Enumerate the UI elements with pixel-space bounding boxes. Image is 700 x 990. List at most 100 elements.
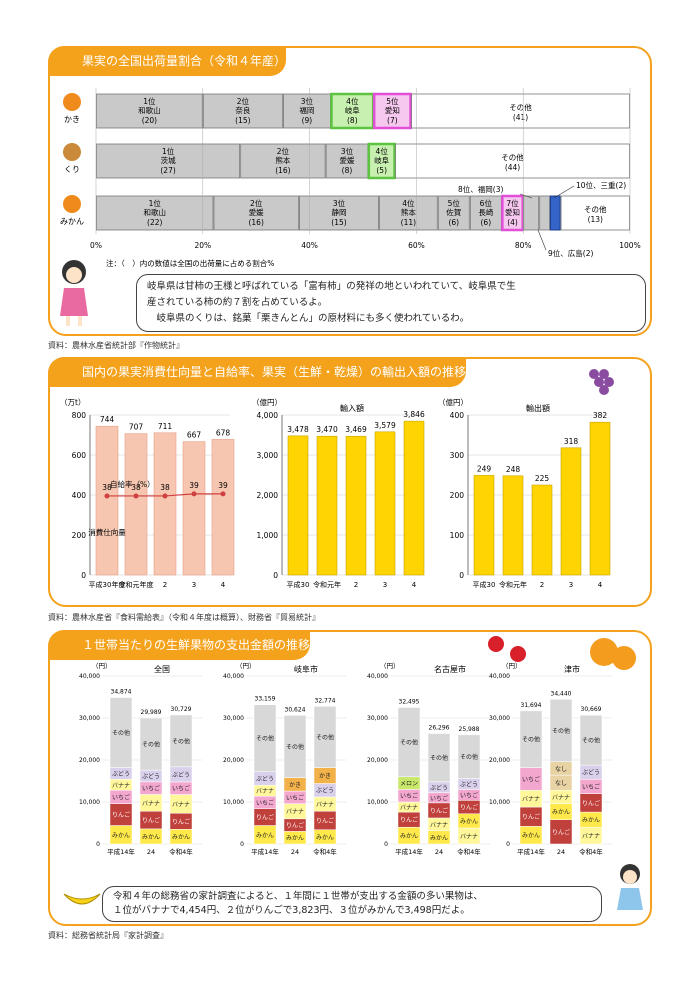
- segment-label: その他: [172, 737, 190, 745]
- segment-label: ぶどう: [256, 775, 274, 783]
- y-tick: 0: [273, 571, 278, 580]
- segment-label: その他: [112, 729, 130, 737]
- y-tick: 400: [450, 411, 465, 420]
- segment-label: なし: [555, 766, 567, 773]
- share-segment: [501, 194, 524, 232]
- x-tick: 平成30: [473, 580, 496, 589]
- segment-label: りんご: [400, 816, 418, 824]
- total-label: 26,296: [429, 725, 450, 732]
- segment-label: みかん: [286, 835, 304, 842]
- y-tick: 30,000: [489, 715, 510, 722]
- x-tick: 2: [540, 581, 544, 589]
- bar-value: 3,478: [287, 425, 309, 434]
- total-label: 30,669: [581, 706, 602, 713]
- trade-bar: [345, 435, 367, 576]
- segment-label: 長崎: [478, 207, 493, 217]
- bar-value: 667: [187, 431, 202, 440]
- stack-segment: [313, 706, 337, 768]
- bar-value: 225: [535, 474, 550, 483]
- segment-label: 4位: [376, 146, 389, 156]
- share-segment: [367, 142, 396, 180]
- household-spending-title: １世帯当たりの生鮮果物の支出金額の推移: [48, 630, 311, 660]
- segment-pct: (9): [302, 116, 313, 125]
- stack-segment: [109, 697, 133, 768]
- share-segment: [213, 195, 299, 231]
- callout-8th: 8位、福岡(3): [458, 184, 503, 194]
- segment-label: ぶどう: [172, 771, 190, 779]
- y-tick: 10,000: [489, 799, 510, 806]
- segment-label: その他: [256, 735, 274, 743]
- consumption-trade-panel: 国内の果実消費仕向量と自給率、果実（生鮮・乾燥）の輸出入額の推移 （万t） 0 20…: [48, 357, 652, 607]
- segment-label: りんご: [112, 811, 130, 819]
- household-spending-charts: 全国（円）010,00020,00030,00040,000みかんりんごいちごバ…: [79, 662, 612, 856]
- total-label: 34,874: [111, 689, 132, 696]
- segment-label: りんご: [460, 804, 478, 812]
- segment-label: みかん: [582, 817, 600, 824]
- segment-pct: (20): [142, 116, 157, 125]
- segment-label: いちご: [256, 799, 274, 807]
- segment-label: りんご: [172, 818, 190, 826]
- segment-label: バナナ: [256, 788, 274, 795]
- segment-label: 愛知: [385, 105, 400, 115]
- x-tick: 24: [291, 848, 299, 856]
- segment-label: 2位: [237, 96, 250, 106]
- share-segment: [395, 143, 630, 179]
- segment-label: りんご: [582, 799, 600, 807]
- y-axis-label: （円）: [236, 662, 256, 670]
- shipment-share-chart: かき1位和歌山(20)2位奈良(15)3位福岡(9)4位岐阜(8)5位愛知(7)…: [60, 88, 641, 268]
- stack-segment: [579, 714, 603, 766]
- segment-label: ぶどう: [430, 784, 448, 792]
- segment-label: 愛媛: [339, 155, 354, 165]
- x-tick: 平成30年度: [89, 580, 126, 589]
- segment-label: いちご: [112, 793, 130, 801]
- stack-segment: [253, 704, 277, 773]
- stack-segment: [427, 733, 451, 783]
- segment-label: いちご: [460, 791, 478, 799]
- bar-value: 3,846: [403, 410, 425, 419]
- share-segment: [539, 195, 550, 231]
- segment-label: りんご: [552, 828, 570, 836]
- share-segment: [96, 143, 241, 179]
- x-tick: 令和元年: [313, 580, 341, 589]
- segment-label: かき: [319, 773, 331, 780]
- segment-label: ぶどう: [582, 769, 600, 777]
- segment-label: りんご: [522, 813, 540, 821]
- segment-label: いちご: [430, 794, 448, 802]
- apple-orange-icon: [488, 636, 636, 670]
- segment-label: 1位: [143, 96, 156, 106]
- segment-pct: (44): [505, 163, 520, 172]
- stack-segment: [549, 699, 573, 762]
- trade-bar: [473, 475, 495, 576]
- rate-point: [191, 491, 197, 497]
- segment-label: ぶどう: [142, 772, 160, 780]
- segment-pct: (7): [387, 116, 398, 125]
- y-tick: 0: [96, 841, 100, 848]
- x-tick: 40%: [301, 241, 318, 250]
- segment-label: りんご: [256, 814, 274, 822]
- segment-pct: (22): [147, 218, 162, 227]
- share-segment: [523, 195, 540, 231]
- source-3: 資料：総務省統計局『家計調査』: [48, 931, 168, 940]
- chart-title: 輸出額: [526, 403, 550, 413]
- consumption-trade-title: 国内の果実消費仕向量と自給率、果実（生鮮・乾燥）の輸出入額の推移: [48, 357, 467, 387]
- y-tick: 200: [450, 491, 465, 500]
- segment-label: その他: [509, 102, 532, 112]
- crop-label: くり: [64, 165, 80, 174]
- segment-label: 5位: [448, 198, 461, 208]
- segment-label: 茨城: [161, 155, 176, 165]
- banana-icon: [63, 893, 101, 905]
- speech-bubble-2: 令和４年の総務省の家計調査によると、１年間に１世帯が支出する金額の多い果物は、 …: [102, 886, 602, 922]
- segment-label: りんご: [142, 817, 160, 825]
- segment-label: みかん: [316, 834, 334, 841]
- y-tick: 100: [450, 531, 465, 540]
- y-tick: 400: [72, 491, 87, 500]
- segment-label: その他: [286, 743, 304, 751]
- bar-value: 707: [129, 423, 144, 432]
- bar-value: 744: [100, 415, 115, 424]
- segment-label: みかん: [430, 835, 448, 842]
- y-tick: 2,000: [257, 491, 279, 500]
- total-label: 33,159: [255, 696, 276, 703]
- total-label: 30,729: [171, 706, 192, 713]
- bubble-line: 令和４年の総務省の家計調査によると、１年間に１世帯が支出する金額の多い果物は、: [113, 891, 483, 902]
